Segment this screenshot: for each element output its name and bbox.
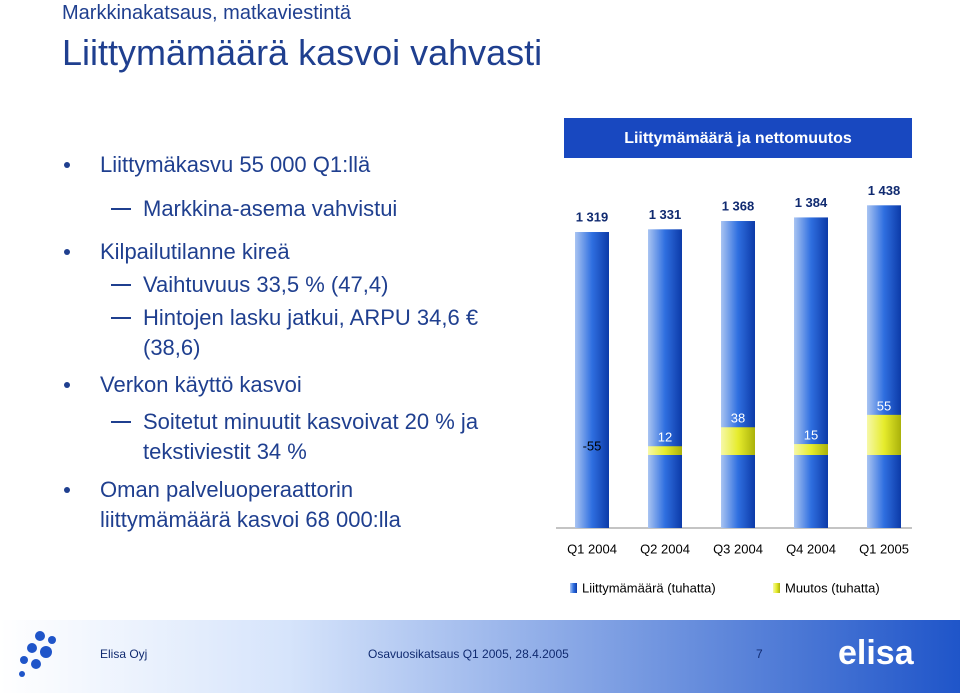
legend-label: Liittymämäärä (tuhatta) — [582, 580, 716, 595]
value-label: 1 438 — [868, 183, 901, 198]
sub-bullet: Soitetut minuutit kasvoivat 20 % ja teks… — [111, 407, 513, 467]
logo-icon — [19, 631, 56, 677]
x-tick-label: Q1 2004 — [567, 541, 617, 556]
change-bar — [794, 444, 828, 455]
footer-page: 7 — [756, 647, 763, 661]
logo-text: elisa — [838, 634, 915, 672]
value-label: 1 319 — [576, 209, 609, 224]
change-label: 12 — [658, 430, 672, 445]
x-tick-label: Q4 2004 — [786, 541, 836, 556]
bar — [575, 232, 609, 528]
slide-title: Liittymämäärä kasvoi vahvasti — [62, 32, 543, 73]
change-label: 38 — [731, 411, 745, 426]
change-label: -55 — [583, 438, 602, 453]
legend-swatch — [773, 583, 780, 593]
change-bar — [648, 446, 682, 455]
chart-title: Liittymämäärä ja nettomuutos — [624, 130, 852, 147]
change-bar — [867, 414, 901, 455]
legend-swatch — [570, 583, 577, 593]
bar — [867, 205, 901, 528]
change-label: 55 — [877, 398, 891, 413]
bar — [648, 229, 682, 528]
footer-text: Osavuosikatsaus Q1 2005, 28.4.2005 — [368, 647, 569, 661]
change-bar — [721, 427, 755, 455]
value-label: 1 384 — [795, 195, 828, 210]
footer-company: Elisa Oyj — [100, 647, 148, 661]
value-label: 1 368 — [722, 198, 755, 213]
sub-bullet: Hintojen lasku jatkui, ARPU 34,6 € (38,6… — [111, 303, 513, 363]
legend-label: Muutos (tuhatta) — [785, 580, 880, 595]
bullet: Kilpailutilanne kireä — [64, 237, 480, 267]
value-label: 1 331 — [649, 207, 682, 222]
slide-subtitle: Markkinakatsaus, matkaviestintä — [62, 2, 352, 24]
x-tick-label: Q3 2004 — [713, 541, 763, 556]
bullet: Liittymäkasvu 55 000 Q1:llä — [64, 150, 480, 180]
chart-title-box — [564, 118, 912, 158]
footer-band — [0, 620, 960, 693]
sub-bullet: Markkina-asema vahvistui — [111, 194, 513, 224]
sub-bullet: Vaihtuvuus 33,5 % (47,4) — [111, 270, 513, 300]
change-label: 15 — [804, 427, 818, 442]
bullet: Verkon käyttö kasvoi — [64, 370, 480, 400]
x-tick-label: Q1 2005 — [859, 541, 909, 556]
bar — [794, 217, 828, 528]
x-tick-label: Q2 2004 — [640, 541, 690, 556]
bar — [721, 221, 755, 528]
bullet: Oman palveluoperaattorin liittymämäärä k… — [64, 475, 480, 535]
